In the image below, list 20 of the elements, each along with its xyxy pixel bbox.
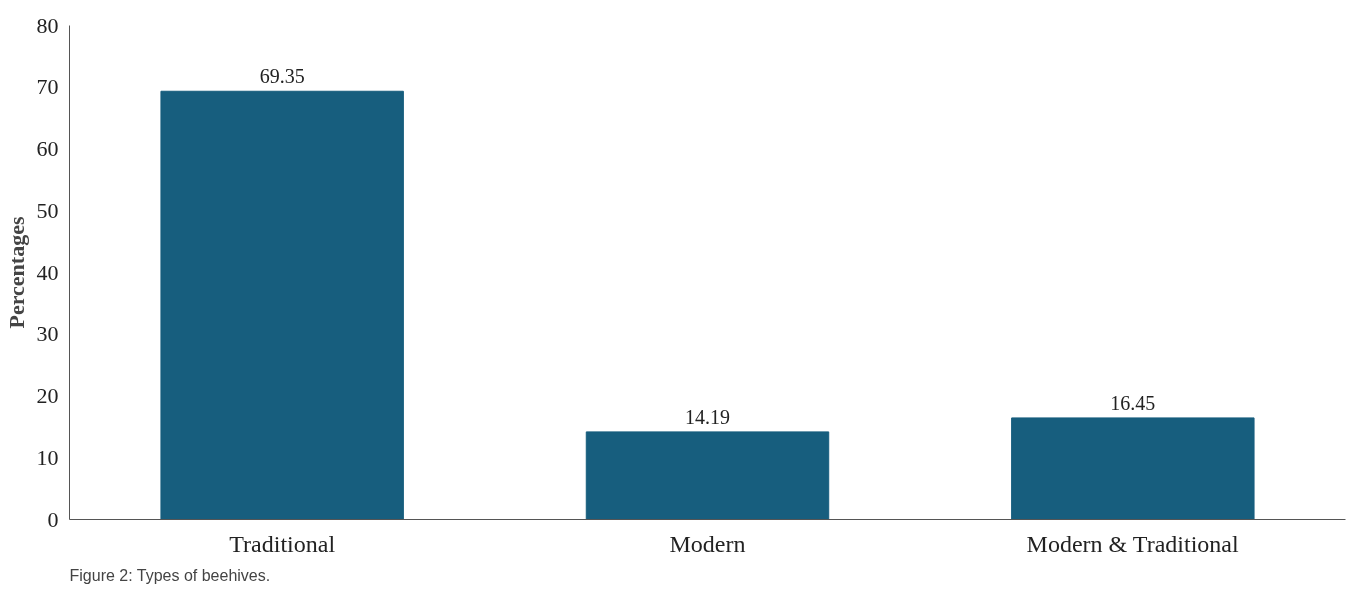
caption: Figure 2: Types of beehives. bbox=[69, 566, 271, 584]
y-tick-label: 0 bbox=[47, 506, 59, 532]
x-tick-label: Modern bbox=[669, 530, 746, 557]
y-tick-label: 20 bbox=[36, 383, 59, 408]
x-tick-label: Modern & Traditional bbox=[1026, 530, 1239, 557]
y-tick-label: 50 bbox=[36, 197, 59, 223]
y-tick-label: 60 bbox=[36, 136, 59, 161]
x-tick-label: Traditional bbox=[229, 530, 336, 557]
bar bbox=[585, 431, 830, 520]
y-tick-label: 80 bbox=[36, 12, 59, 38]
bar bbox=[160, 90, 404, 520]
y-tick-label: 70 bbox=[36, 74, 59, 100]
y-tick-label: 10 bbox=[36, 444, 59, 470]
data-label: 14.19 bbox=[685, 405, 730, 428]
data-label: 69.35 bbox=[259, 65, 305, 88]
y-tick-label: 40 bbox=[36, 259, 59, 285]
data-label: 16.45 bbox=[1110, 391, 1156, 414]
y-axis-title: Percentages bbox=[3, 216, 29, 329]
bar bbox=[1011, 417, 1255, 520]
y-tick-label: 30 bbox=[36, 321, 59, 347]
